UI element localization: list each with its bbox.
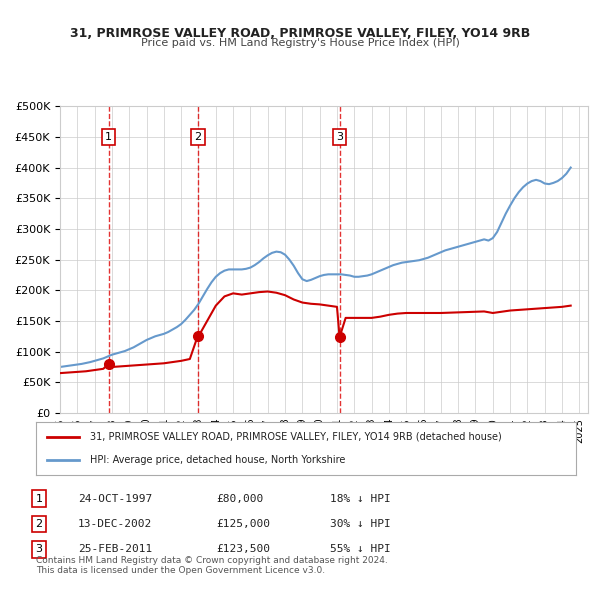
Text: 2: 2 — [35, 519, 43, 529]
Text: 2: 2 — [194, 132, 201, 142]
Text: Contains HM Land Registry data © Crown copyright and database right 2024.
This d: Contains HM Land Registry data © Crown c… — [36, 556, 388, 575]
Text: 31, PRIMROSE VALLEY ROAD, PRIMROSE VALLEY, FILEY, YO14 9RB: 31, PRIMROSE VALLEY ROAD, PRIMROSE VALLE… — [70, 27, 530, 40]
Text: Price paid vs. HM Land Registry's House Price Index (HPI): Price paid vs. HM Land Registry's House … — [140, 38, 460, 48]
Text: £125,000: £125,000 — [216, 519, 270, 529]
Text: 1: 1 — [105, 132, 112, 142]
Text: HPI: Average price, detached house, North Yorkshire: HPI: Average price, detached house, Nort… — [90, 455, 346, 465]
Text: 1: 1 — [35, 494, 43, 503]
Text: £123,500: £123,500 — [216, 545, 270, 554]
Text: 30% ↓ HPI: 30% ↓ HPI — [330, 519, 391, 529]
Text: 25-FEB-2011: 25-FEB-2011 — [78, 545, 152, 554]
Text: 24-OCT-1997: 24-OCT-1997 — [78, 494, 152, 503]
Text: 13-DEC-2002: 13-DEC-2002 — [78, 519, 152, 529]
Text: 3: 3 — [336, 132, 343, 142]
Text: 18% ↓ HPI: 18% ↓ HPI — [330, 494, 391, 503]
Text: £80,000: £80,000 — [216, 494, 263, 503]
Text: 3: 3 — [35, 545, 43, 554]
Text: 55% ↓ HPI: 55% ↓ HPI — [330, 545, 391, 554]
Text: 31, PRIMROSE VALLEY ROAD, PRIMROSE VALLEY, FILEY, YO14 9RB (detached house): 31, PRIMROSE VALLEY ROAD, PRIMROSE VALLE… — [90, 432, 502, 442]
